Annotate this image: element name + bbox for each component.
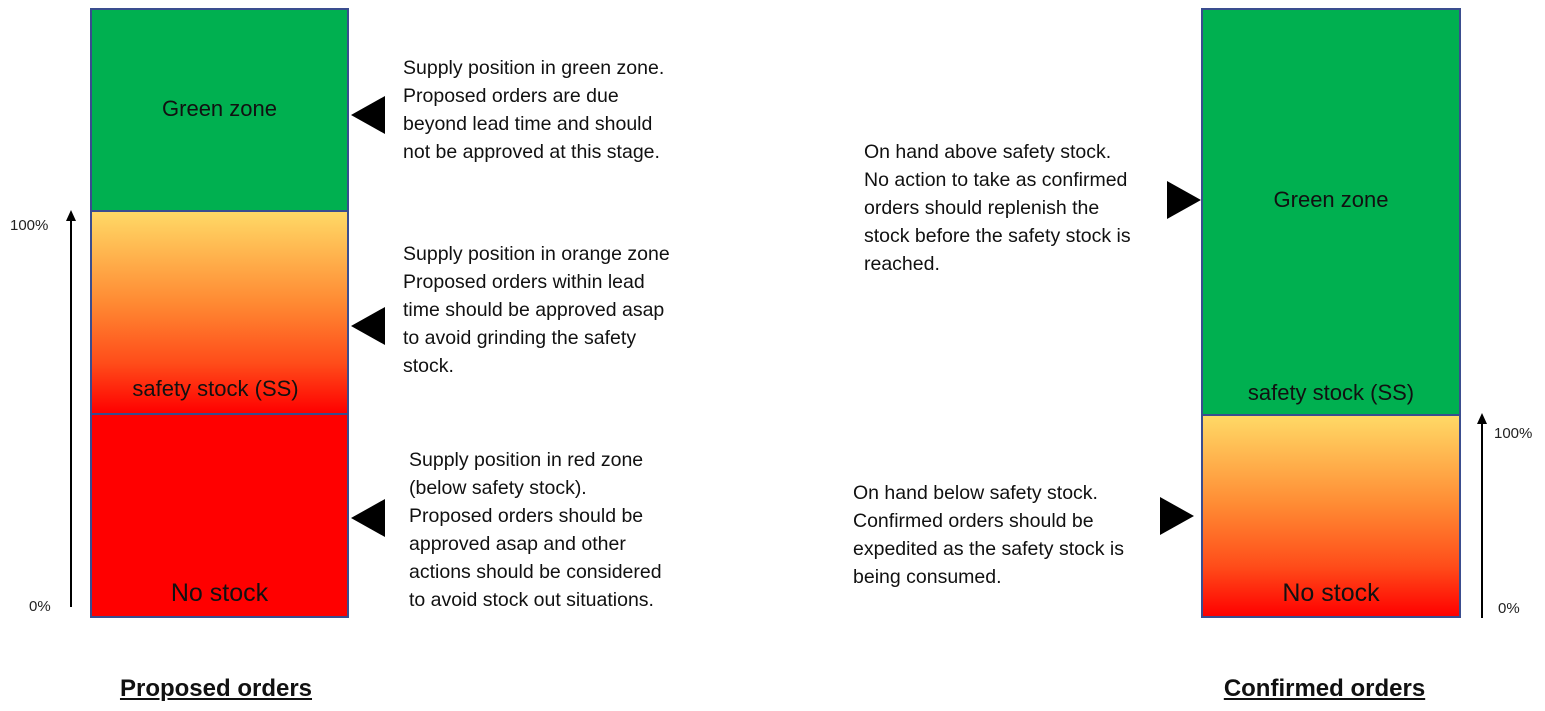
right-orange-zone: No stock — [1201, 414, 1461, 618]
right-scale-bottom: 0% — [1498, 600, 1520, 617]
right-green-zone-label: Green zone — [1273, 187, 1389, 212]
above-ss-pointer-right-icon — [1167, 181, 1201, 219]
right-green-zone: Green zone safety stock (SS) — [1201, 8, 1461, 416]
orange-pointer-left-icon — [351, 307, 385, 345]
right-scale-arrowhead-icon — [1477, 413, 1487, 424]
right-scale-line — [1481, 422, 1483, 618]
left-green-note: Supply position in green zone. Proposed … — [403, 57, 665, 163]
right-below-note: On hand below safety stock. Confirmed or… — [853, 482, 1124, 588]
left-scale-line — [70, 219, 72, 607]
left-orange-note: Supply position in orange zone Proposed … — [403, 243, 670, 377]
right-above-note: On hand above safety stock. No action to… — [864, 141, 1131, 275]
left-safety-stock-label: safety stock (SS) — [132, 376, 299, 401]
left-scale-arrowhead-icon — [66, 210, 76, 221]
left-scale-top: 100% — [10, 217, 49, 234]
right-scale-top: 100% — [1494, 425, 1533, 442]
left-no-stock-label: No stock — [170, 579, 269, 607]
green-pointer-left-icon — [351, 96, 385, 134]
left-scale-bottom: 0% — [29, 598, 51, 615]
red-pointer-left-icon — [351, 499, 385, 537]
left-green-zone: Green zone — [90, 8, 349, 212]
left-red-zone: No stock — [90, 413, 349, 618]
below-ss-pointer-right-icon — [1160, 497, 1194, 535]
right-safety-stock-label: safety stock (SS) — [1247, 380, 1415, 405]
left-orange-zone: safety stock (SS) — [90, 210, 349, 415]
left-red-note: Supply position in red zone (below safet… — [409, 449, 662, 611]
proposed-orders-title: Proposed orders — [119, 675, 313, 702]
right-no-stock-label: No stock — [1282, 579, 1380, 607]
left-green-zone-label: Green zone — [162, 96, 277, 121]
confirmed-orders-title: Confirmed orders — [1223, 675, 1426, 702]
